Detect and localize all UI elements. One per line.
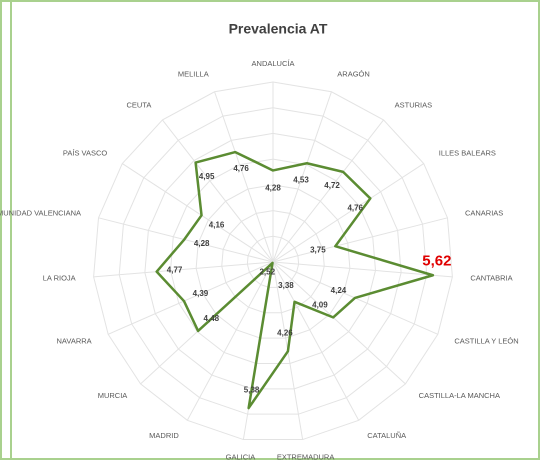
spoke <box>107 261 274 335</box>
grid-ring <box>195 184 351 339</box>
category-label: CASTILLA-LA MANCHA <box>419 391 500 400</box>
category-label: ILLES BALEARS <box>439 149 496 158</box>
spoke <box>272 163 424 263</box>
category-label: CASTILLA Y LEÓN <box>454 337 518 346</box>
value-label: 2,52 <box>259 268 275 277</box>
grid-ring <box>144 132 402 390</box>
category-label: CANTABRIA <box>470 273 512 282</box>
spoke <box>272 91 332 263</box>
spoke <box>272 261 406 385</box>
spoke <box>186 261 274 421</box>
value-label: 4,77 <box>167 265 183 274</box>
chart-title: Prevalencia AT <box>229 21 328 37</box>
category-label: CANARIAS <box>465 208 503 217</box>
value-label: 3,75 <box>310 246 326 255</box>
category-label: ASTURIAS <box>395 101 433 110</box>
category-label: CATALUÑA <box>367 431 406 440</box>
category-label: NAVARRA <box>57 337 92 346</box>
value-label: 4,24 <box>331 286 347 295</box>
value-label: 4,53 <box>293 175 309 184</box>
spoke <box>214 91 274 263</box>
value-label: 5,62 <box>422 252 451 269</box>
radar-line <box>155 150 435 410</box>
value-label: 5,38 <box>244 385 260 394</box>
spoke <box>122 163 274 263</box>
value-label: 4,39 <box>193 289 209 298</box>
value-label: 4,72 <box>324 181 340 190</box>
category-label: GALICIA <box>226 452 256 460</box>
spoke <box>272 261 453 278</box>
category-label: ARAGÓN <box>337 70 370 79</box>
value-label: 4,48 <box>204 314 220 323</box>
spoke <box>272 217 448 263</box>
grid-ring <box>118 107 428 415</box>
category-label: ANDALUCÍA <box>252 59 295 68</box>
value-label: 4,26 <box>277 329 293 338</box>
value-label: 4,28 <box>194 239 210 248</box>
spoke <box>272 119 384 263</box>
grid-ring <box>93 81 453 441</box>
value-label: 4,09 <box>312 300 328 309</box>
category-label: CEUTA <box>127 101 152 110</box>
spoke <box>272 261 360 421</box>
value-label: 4,28 <box>265 184 281 193</box>
category-label: COMUNIDAD VALENCIANA <box>0 208 81 217</box>
category-label: PAÍS VASCO <box>63 149 107 158</box>
grid-ring <box>221 210 325 314</box>
category-label: MELILLA <box>178 70 209 79</box>
spoke <box>93 261 274 278</box>
category-label: MURCIA <box>98 391 128 400</box>
value-label: 4,76 <box>233 164 249 173</box>
value-label: 3,38 <box>278 281 294 290</box>
value-label: 4,76 <box>347 203 363 212</box>
category-label: MADRID <box>149 431 179 440</box>
spoke <box>162 119 274 263</box>
category-label: LA RIOJA <box>43 273 76 282</box>
value-label: 4,95 <box>199 172 215 181</box>
spoke <box>98 217 274 263</box>
grid-ring <box>246 235 300 288</box>
category-label: EXTREMADURA <box>277 452 335 460</box>
value-label: 4,16 <box>209 220 225 229</box>
